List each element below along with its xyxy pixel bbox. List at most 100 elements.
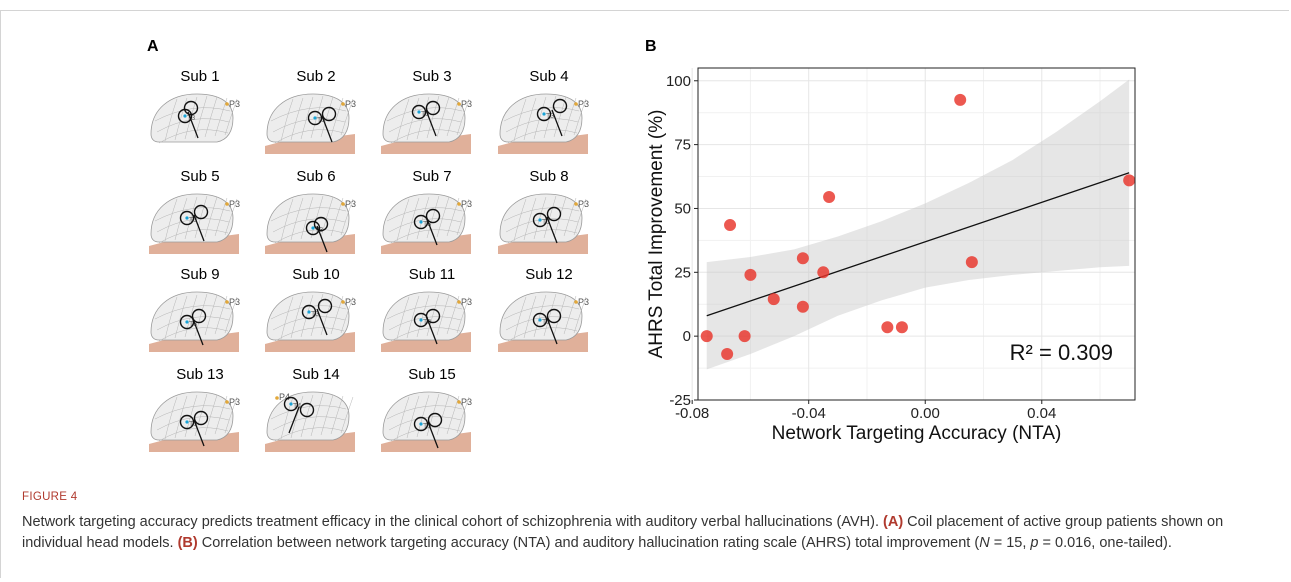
coil-handle [546, 317, 558, 345]
coil-loop [552, 98, 568, 114]
caption-main: Network targeting accuracy predicts trea… [22, 514, 884, 530]
grid-line [340, 98, 354, 136]
electrode-marker [225, 400, 229, 404]
y-tick-label: 100 [666, 73, 691, 90]
grid-line [204, 96, 218, 138]
electrode-label: P3 [578, 297, 589, 307]
data-point [724, 219, 737, 232]
grid-line [224, 296, 238, 334]
grid-line [310, 393, 324, 437]
electrode-marker [457, 102, 461, 106]
target-dot [289, 402, 293, 406]
panel-b-letter: B [645, 38, 657, 55]
grid-line [446, 197, 460, 237]
data-point [965, 256, 978, 269]
grid-line [194, 293, 208, 337]
coil-loop [425, 208, 441, 224]
target-dot [542, 112, 546, 116]
x-tick-label: 0.04 [1027, 405, 1056, 422]
coil-handle [426, 218, 438, 246]
subject-label: Sub 5 [180, 168, 220, 185]
target-dot [419, 318, 423, 322]
x-tick-label: -0.04 [792, 405, 826, 422]
figure-frame [0, 10, 1289, 578]
coil-handle [316, 308, 328, 336]
grid-line [158, 427, 229, 442]
grid-line [274, 229, 345, 244]
grid-line [513, 198, 527, 242]
grid-line [274, 129, 345, 144]
grid-line [214, 295, 228, 335]
electrode-label: P3 [345, 199, 356, 209]
caption-b-tag: (B) [177, 535, 198, 551]
subject-label: Sub 7 [412, 168, 452, 185]
grid-line [416, 294, 430, 338]
coil-handle [425, 109, 437, 137]
grid-line [523, 97, 537, 141]
grid-line [224, 98, 238, 136]
data-point [823, 190, 836, 203]
grid-line [330, 97, 344, 137]
coil-loop [425, 100, 441, 116]
grid-line [272, 416, 346, 431]
grid-line [503, 305, 580, 320]
grid-line [513, 296, 527, 340]
grid-line [214, 197, 228, 237]
coil-loop [299, 402, 315, 418]
target-dot [185, 216, 189, 220]
grid-line [573, 98, 587, 136]
grid-line [446, 295, 460, 335]
data-point [767, 293, 780, 306]
regression-line [706, 172, 1130, 317]
coil-loop [532, 312, 548, 328]
grid-line [204, 394, 218, 436]
electrode-label: P3 [461, 397, 472, 407]
electrode-label: P3 [578, 199, 589, 209]
coil-loop [427, 412, 443, 428]
grid-line [320, 394, 334, 436]
grid-line [320, 196, 334, 238]
grid-line [194, 195, 208, 239]
grid-line [436, 294, 450, 336]
subject-label: Sub 12 [525, 266, 573, 283]
grid-line [505, 316, 579, 331]
coil-handle [288, 406, 300, 434]
electrode-marker [574, 202, 578, 206]
coil-handle [321, 115, 333, 143]
coil-handle [427, 421, 439, 449]
grid-line [320, 96, 334, 138]
grid-line [340, 296, 354, 334]
coil-loop [193, 410, 209, 426]
grid-line [224, 396, 238, 434]
grid-line [154, 305, 231, 320]
grid-line [456, 296, 470, 334]
grid-line [543, 195, 557, 239]
y-tick-label: 75 [674, 137, 691, 154]
grid-line [164, 198, 178, 242]
electrode-label: P3 [461, 99, 472, 109]
coil-handle [551, 109, 563, 137]
grid-line [456, 396, 470, 434]
grid-line [416, 196, 430, 240]
subject-label: Sub 6 [296, 168, 336, 185]
grid-line [563, 197, 577, 237]
grid-line [174, 97, 188, 141]
caption-b-2: = 15, [989, 535, 1031, 551]
target-dot [183, 114, 187, 118]
grid-line [533, 96, 547, 140]
data-point [954, 93, 967, 106]
data-point [817, 266, 830, 279]
coil-loop [411, 104, 427, 120]
data-point [796, 300, 809, 313]
grid-line [330, 295, 344, 335]
y-tick-label: 0 [683, 328, 691, 345]
grid-line [204, 294, 218, 336]
coil-loop [179, 210, 195, 226]
data-point [895, 321, 908, 334]
grid-line [406, 295, 420, 339]
grid-line [543, 293, 557, 337]
